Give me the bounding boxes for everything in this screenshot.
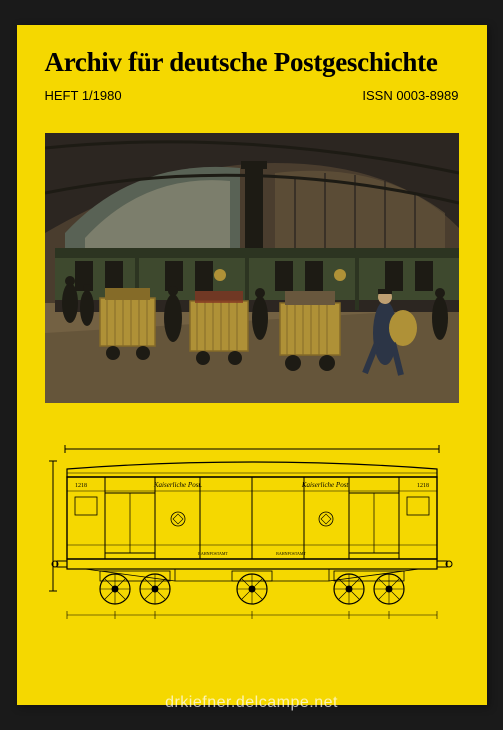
car-label-right: Kaiserliche Post. xyxy=(300,481,349,489)
car-number-left: 1218 xyxy=(75,483,87,489)
car-label-left: Kaiserliche Post. xyxy=(152,481,201,489)
journal-title: Archiv für deutsche Postgeschichte xyxy=(45,47,459,78)
issue-line: HEFT 1/1980 ISSN 0003-8989 xyxy=(45,88,459,103)
header-block: Archiv für deutsche Postgeschichte HEFT … xyxy=(17,25,487,103)
issue-number: HEFT 1/1980 xyxy=(45,88,122,103)
cover-painting xyxy=(45,133,459,403)
car-sublabel-right: BAHNPOSTAMT xyxy=(276,551,306,556)
car-sublabel-left: BAHNPOSTAMT xyxy=(198,551,228,556)
magazine-cover: Archiv für deutsche Postgeschichte HEFT … xyxy=(17,25,487,705)
car-number-right: 1218 xyxy=(417,483,429,489)
issn-number: ISSN 0003-8989 xyxy=(362,88,458,103)
wagon-blueprint: Kaiserliche Post. Kaiserliche Post. 1218… xyxy=(45,441,459,626)
